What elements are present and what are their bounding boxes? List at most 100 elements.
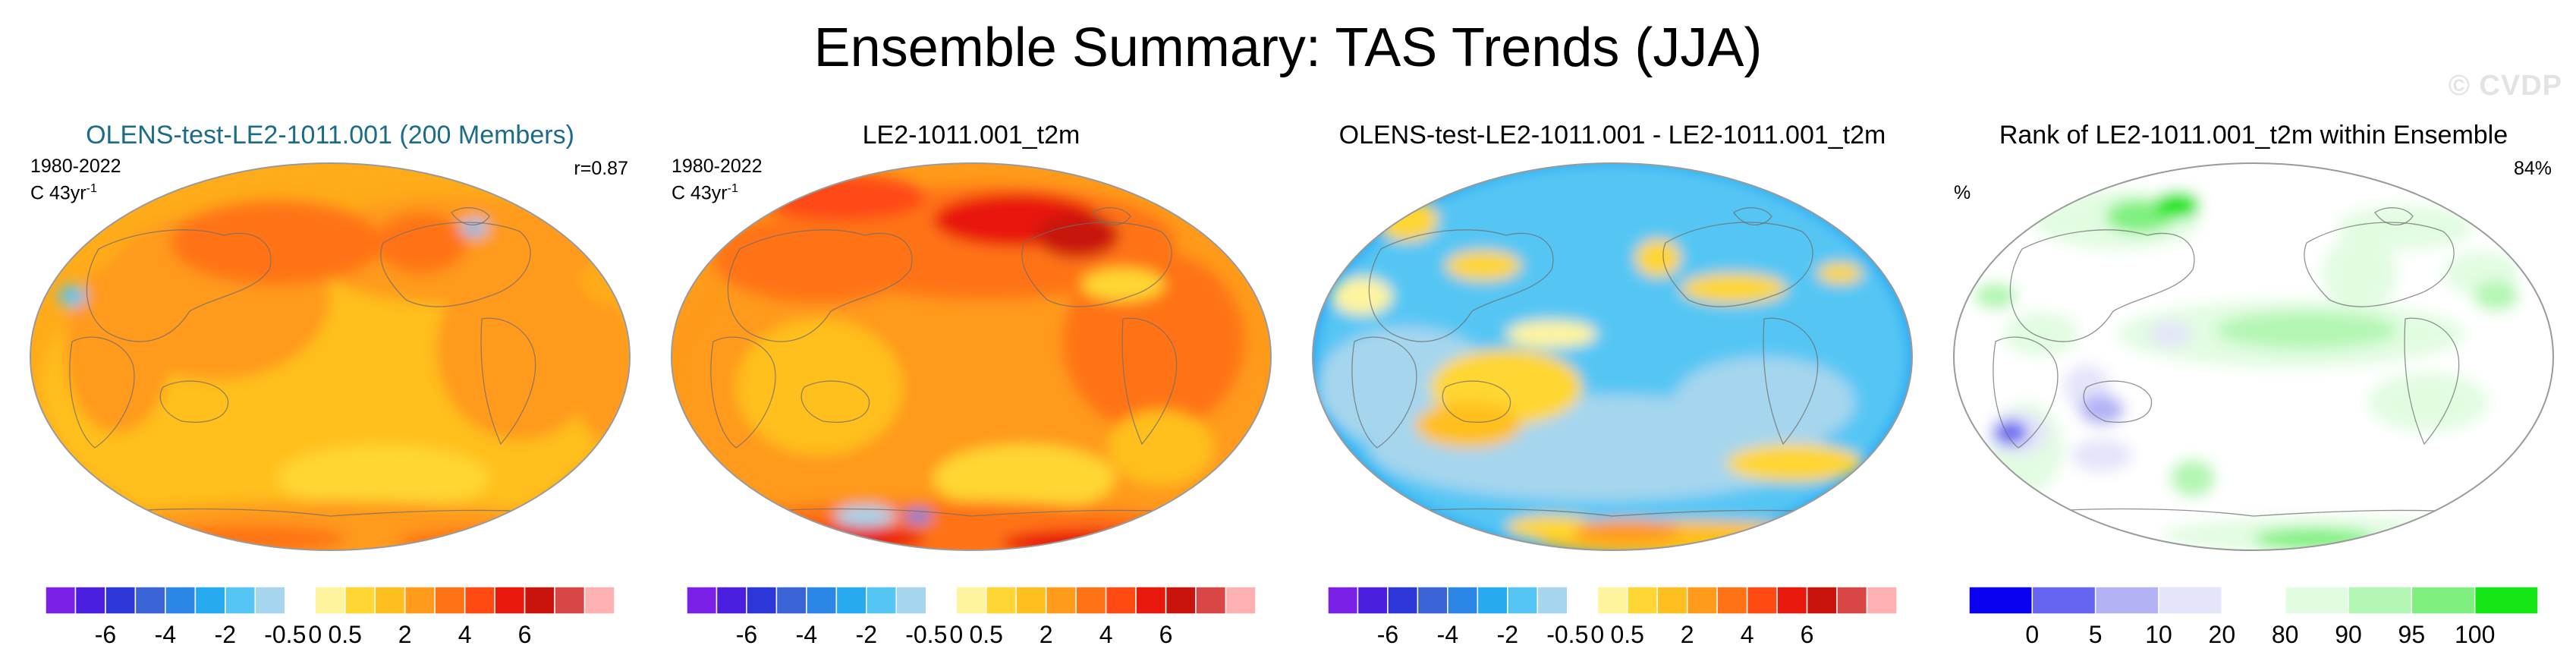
colorbar-tick-label: 5 <box>2089 621 2103 648</box>
period-units-label: 1980-2022 C 43yr-1 <box>30 156 121 204</box>
colorbar-box <box>1776 586 1808 615</box>
colorbar-box <box>165 586 197 615</box>
colorbar-tick-label: -0.5 <box>264 621 306 648</box>
colorbar-tick-label: 6 <box>1159 621 1173 648</box>
field-region <box>468 225 480 234</box>
cvdp-watermark: © CVDP <box>2448 70 2562 102</box>
field-region <box>1036 213 1119 258</box>
colorbar-box <box>2284 586 2349 615</box>
coastline <box>2304 222 2455 307</box>
field-region <box>2367 372 2489 433</box>
colorbar-tick-label: 0.5 <box>969 621 1002 648</box>
colorbar: 0 5 10 20 80 90 95 100 <box>1968 586 2539 648</box>
field-region <box>904 509 932 523</box>
coastline <box>2083 380 2153 423</box>
panel-rank: Rank of LE2-1011.001_t2m within Ensemble… <box>1939 114 2568 648</box>
field-region <box>2079 395 2125 425</box>
coastline <box>1021 222 1172 307</box>
field-region <box>436 258 603 440</box>
coastline <box>1092 207 1131 225</box>
colorbar-tick-label: 0 <box>2025 621 2039 648</box>
colorbar-box <box>1836 586 1868 615</box>
colorbar-box <box>1195 586 1227 615</box>
field-region <box>64 266 171 433</box>
colorbar-box <box>2094 586 2159 615</box>
field-layer <box>1313 163 1912 550</box>
field-region <box>58 285 86 307</box>
rank-percentage-label: 84% <box>2513 158 2552 179</box>
coastline <box>2374 207 2414 225</box>
correlation-label: r=0.87 <box>574 158 628 179</box>
colorbar-box <box>2348 586 2413 615</box>
colorbar-tick-label: 20 <box>2209 621 2236 648</box>
colorbar-tick-label: 0 <box>1590 621 1604 648</box>
colorbar-box <box>1357 586 1389 615</box>
colorbar-tick-label: -0.5 <box>1546 621 1588 648</box>
field-region <box>1574 519 1681 543</box>
field-region <box>1445 250 1521 281</box>
colorbar-tick-label: 95 <box>2398 621 2426 648</box>
coastline <box>1733 207 1772 225</box>
field-region <box>1506 515 1597 540</box>
colorbar: -6 -4 -2 -0.5 0 0.5 2 4 6 <box>1327 586 1898 648</box>
field-region <box>933 444 1115 512</box>
colorbar-box <box>194 586 226 615</box>
coastline <box>1442 380 1511 423</box>
coastline <box>1993 336 2059 449</box>
colorbar-tick-label: 4 <box>458 621 472 648</box>
field-region <box>2071 439 2132 472</box>
colorbar-box <box>1135 586 1167 615</box>
figure-title: Ensemble Summary: TAS Trends (JJA) <box>813 17 1763 78</box>
colorbar-box <box>2411 586 2476 615</box>
coastline <box>480 317 536 446</box>
coastline <box>800 380 870 423</box>
field-region <box>736 319 903 455</box>
field-region <box>1681 273 1787 304</box>
field-region <box>1081 268 1165 301</box>
field-region <box>1332 277 1392 315</box>
field-region <box>2216 311 2398 349</box>
colorbar-box <box>285 586 316 615</box>
colorbar-tick-label: 0.5 <box>1610 621 1643 648</box>
colorbar-box <box>524 586 555 615</box>
panel-title: OLENS-test-LE2-1011.001 (200 Members) <box>86 121 574 150</box>
field-region <box>2170 459 2216 497</box>
colorbar-tick-label: -2 <box>856 621 877 648</box>
coastline <box>1368 229 1554 342</box>
colorbar-box <box>2474 586 2539 615</box>
colorbar-tick-label: 6 <box>1801 621 1814 648</box>
colorbar-box <box>344 586 376 615</box>
field-region <box>2474 281 2519 311</box>
colorbar-box <box>1477 586 1508 615</box>
colorbar-box <box>955 586 987 615</box>
map-border <box>1312 162 1913 551</box>
field-region <box>1506 320 1597 348</box>
colorbar-box <box>134 586 166 615</box>
colorbar-box <box>1105 586 1137 615</box>
units-label: C 43yr-1 <box>30 182 97 204</box>
coastline <box>1763 317 1819 446</box>
colorbar-tick-label: 2 <box>1681 621 1694 648</box>
field-region <box>573 304 630 440</box>
panel-title: Rank of LE2-1011.001_t2m within Ensemble <box>1999 121 2508 150</box>
colorbar-box <box>434 586 466 615</box>
field-region <box>1415 402 1521 448</box>
panel-ensemble-mean: OLENS-test-LE2-1011.001 (200 Members) 19… <box>15 114 645 648</box>
coastline <box>451 207 490 225</box>
colorbar-box <box>1447 586 1479 615</box>
coastline <box>727 229 913 342</box>
colorbar-box <box>926 586 958 615</box>
colorbar-tick-label: 100 <box>2455 621 2495 648</box>
field-region <box>835 505 895 527</box>
colorbar-tick-label: 6 <box>518 621 532 648</box>
colorbar-box <box>835 586 867 615</box>
colorbar-box <box>806 586 838 615</box>
field-region <box>1726 444 1863 482</box>
field-region <box>1817 263 1863 284</box>
coastline <box>1662 222 1813 307</box>
period-label: 1980-2022 <box>30 156 121 177</box>
coastline <box>380 222 531 307</box>
percent-units-label: % <box>1954 182 1971 203</box>
colorbar-box <box>1746 586 1778 615</box>
coastline <box>69 336 135 449</box>
